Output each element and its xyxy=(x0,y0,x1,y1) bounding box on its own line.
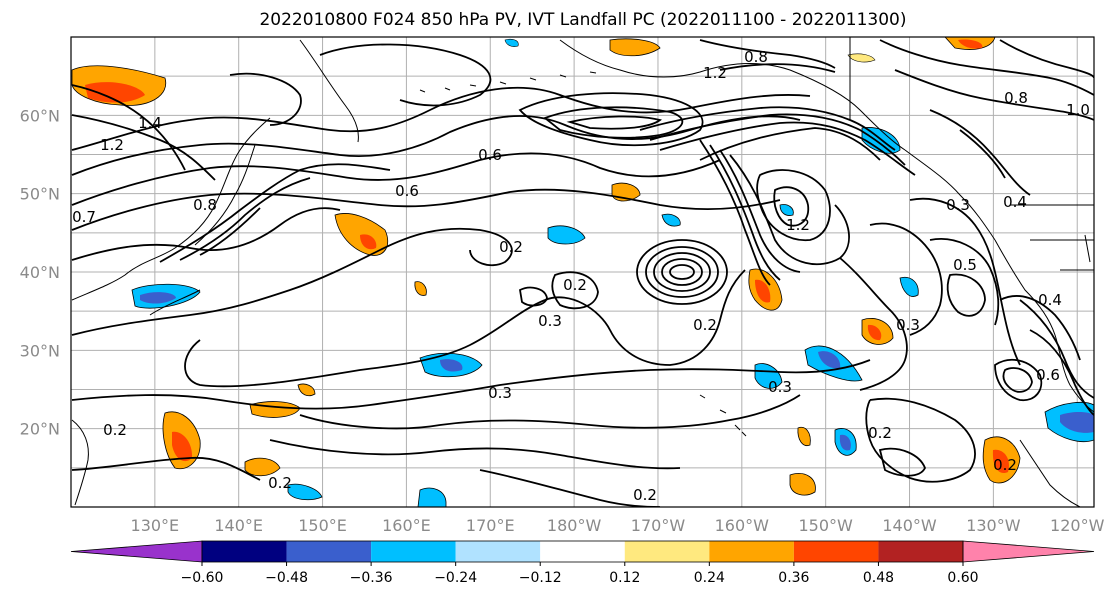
contour-label: 0.3 xyxy=(538,312,562,330)
longitude-tick-label: 140°E xyxy=(214,516,263,535)
colorbar-tick-label: 0.36 xyxy=(778,570,809,586)
positive-anomaly-shading xyxy=(71,37,1021,496)
latitude-tick-label: 60°N xyxy=(20,106,60,125)
colorbar-tick-label: −0.60 xyxy=(181,570,224,586)
contour-labels: 1.41.20.80.70.60.20.30.60.20.30.20.30.20… xyxy=(72,48,1090,504)
colorbar-tick-labels: −0.60 −0.48 −0.36 −0.24 −0.12 0.12 0.24 0.36 0.4… xyxy=(181,562,979,586)
colorbar-tick-label: 0.48 xyxy=(863,570,894,586)
colorbar-segment xyxy=(371,541,456,562)
contour-label: 0.8 xyxy=(1004,89,1028,107)
contour-label: 1.2 xyxy=(786,216,810,234)
latitude-tick-label: 30°N xyxy=(20,341,60,360)
contour-label: 1.2 xyxy=(100,136,124,154)
contour-label: 0.6 xyxy=(478,146,502,164)
map-border xyxy=(70,36,1095,508)
colorbar-frame xyxy=(201,540,964,563)
colorbar xyxy=(70,540,1095,563)
colorbar-tick-label: −0.36 xyxy=(350,570,393,586)
colorbar-segment xyxy=(878,541,963,562)
longitude-tick-label: 160°E xyxy=(382,516,431,535)
longitude-tick-label: 150°E xyxy=(298,516,347,535)
contour-label: 1.0 xyxy=(1066,101,1090,119)
colorbar-tick-label: −0.12 xyxy=(519,570,562,586)
contour-label: 0.2 xyxy=(103,421,127,439)
colorbar-extension-high xyxy=(962,540,1095,563)
longitude-tick-label: 140°W xyxy=(882,516,937,535)
longitude-tick-label: 130°W xyxy=(966,516,1021,535)
colorbar-segment xyxy=(709,541,794,562)
colorbar-tick-label: 0.24 xyxy=(694,570,725,586)
colorbar-segment xyxy=(540,541,625,562)
colorbar-segment xyxy=(624,541,710,562)
contour-label: 0.2 xyxy=(868,424,892,442)
contour-label: 0.8 xyxy=(744,48,768,66)
longitude-tick-label: 150°W xyxy=(798,516,853,535)
contour-label: 0.2 xyxy=(633,486,657,504)
latitude-tick-label: 50°N xyxy=(20,185,60,204)
contour-label: 0.3 xyxy=(946,196,970,214)
colorbar-segment xyxy=(286,541,372,562)
contour-label: 0.2 xyxy=(499,238,523,256)
longitude-tick-label: 180°W xyxy=(547,516,602,535)
colorbar-segment xyxy=(793,541,879,562)
contour-label: 0.3 xyxy=(896,316,920,334)
longitude-tick-labels: 130°E 140°E 150°E 160°E 170°E 180°W 170°W 160°W… xyxy=(131,516,1105,535)
graticule xyxy=(71,37,1094,507)
colorbar-tick-label: −0.24 xyxy=(434,570,477,586)
contour-label: 0.4 xyxy=(1038,291,1062,309)
pv-contours xyxy=(71,39,1094,507)
contour-label: 1.4 xyxy=(138,114,162,132)
latitude-tick-labels: 60°N 50°N 40°N 30°N 20°N xyxy=(20,106,60,438)
colorbar-segment xyxy=(202,541,287,562)
colorbar-segment xyxy=(455,541,541,562)
contour-label: 0.7 xyxy=(72,208,96,226)
longitude-tick-label: 120°W xyxy=(1050,516,1105,535)
longitude-tick-label: 130°E xyxy=(131,516,180,535)
contour-label: 0.3 xyxy=(488,384,512,402)
colorbar-tick-label: 0.12 xyxy=(609,570,640,586)
colorbar-tick-label: −0.48 xyxy=(265,570,308,586)
contour-label: 1.2 xyxy=(703,64,727,82)
longitude-tick-label: 160°W xyxy=(715,516,770,535)
map-title: 2022010800 F024 850 hPa PV, IVT Landfall… xyxy=(259,10,906,30)
contour-label: 0.2 xyxy=(993,456,1017,474)
contour-label: 0.5 xyxy=(953,256,977,274)
contour-label: 0.2 xyxy=(268,474,292,492)
contour-label: 0.4 xyxy=(1003,193,1027,211)
latitude-tick-label: 40°N xyxy=(20,263,60,282)
latitude-tick-label: 20°N xyxy=(20,420,60,439)
contour-label: 0.6 xyxy=(1036,366,1060,384)
colorbar-tick-label: 0.60 xyxy=(947,570,978,586)
colorbar-extension-low xyxy=(70,540,203,563)
contour-label: 0.3 xyxy=(768,378,792,396)
contour-label: 0.6 xyxy=(395,182,419,200)
longitude-tick-label: 170°E xyxy=(466,516,515,535)
contour-label: 0.2 xyxy=(563,276,587,294)
contour-label: 0.8 xyxy=(193,196,217,214)
longitude-tick-label: 170°W xyxy=(631,516,686,535)
contour-label: 0.2 xyxy=(693,316,717,334)
